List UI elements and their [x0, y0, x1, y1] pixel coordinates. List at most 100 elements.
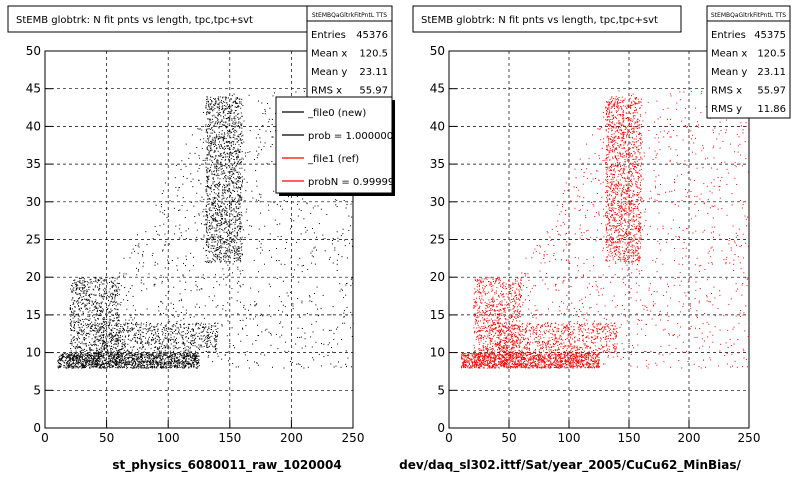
scatter-point [244, 237, 246, 239]
scatter-point [177, 357, 179, 359]
scatter-point [97, 352, 99, 354]
scatter-point [116, 325, 118, 327]
scatter-point [223, 256, 225, 258]
scatter-point [280, 321, 282, 323]
scatter-point [217, 167, 219, 169]
scatter-point [88, 289, 90, 291]
scatter-point [115, 332, 117, 334]
scatter-point [329, 256, 331, 258]
scatter-point [217, 173, 219, 175]
scatter-point [128, 354, 130, 356]
scatter-point [161, 322, 162, 324]
scatter-point [214, 150, 216, 152]
scatter-point [225, 186, 227, 188]
scatter-point [188, 358, 190, 359]
scatter-point [145, 337, 146, 339]
scatter-point [115, 347, 116, 349]
scatter-point [237, 106, 239, 108]
scatter-point [314, 205, 316, 207]
scatter-point [227, 123, 229, 125]
scatter-point [171, 357, 173, 359]
scatter-point [213, 254, 215, 256]
scatter-point [150, 343, 152, 345]
scatter-point [114, 302, 116, 304]
scatter-point [108, 326, 110, 328]
scatter-point [100, 350, 102, 352]
scatter-point [246, 181, 248, 183]
scatter-point [238, 229, 239, 231]
scatter-point [97, 359, 99, 361]
scatter-point [161, 358, 163, 360]
scatter-point [141, 359, 143, 361]
scatter-point [96, 359, 98, 361]
scatter-point [210, 149, 211, 151]
scatter-point [143, 360, 145, 362]
scatter-point [209, 351, 211, 353]
scatter-point [178, 352, 180, 353]
scatter-point [102, 297, 104, 299]
scatter-point [60, 359, 62, 361]
scatter-point [131, 323, 133, 324]
scatter-point [225, 213, 227, 215]
scatter-point [256, 362, 258, 364]
scatter-point [167, 259, 169, 261]
scatter-point [156, 341, 158, 343]
scatter-point [209, 146, 211, 148]
scatter-point [108, 296, 110, 298]
scatter-point [103, 325, 105, 327]
scatter-point [188, 355, 190, 357]
scatter-point [137, 337, 139, 339]
scatter-point [191, 357, 193, 359]
scatter-point [282, 326, 284, 328]
scatter-point [136, 325, 137, 327]
scatter-point [231, 192, 232, 194]
scatter-point [296, 241, 298, 243]
scatter-point [234, 227, 236, 229]
scatter-point [221, 99, 222, 101]
scatter-point [214, 295, 216, 297]
scatter-point [276, 278, 278, 279]
scatter-point [164, 364, 166, 366]
scatter-point [69, 353, 71, 355]
scatter-point [183, 350, 185, 352]
scatter-point [221, 168, 223, 170]
scatter-point [238, 118, 240, 120]
scatter-point [212, 156, 214, 158]
scatter-point [220, 168, 222, 170]
scatter-point [146, 352, 148, 354]
scatter-point [209, 207, 211, 209]
scatter-point [240, 223, 242, 225]
scatter-point [102, 365, 104, 367]
scatter-point [211, 171, 213, 173]
scatter-point [98, 304, 100, 306]
scatter-point [217, 187, 219, 189]
scatter-point [123, 353, 124, 355]
scatter-point [85, 365, 87, 367]
scatter-point [71, 325, 72, 327]
scatter-point [227, 189, 229, 191]
scatter-point [120, 304, 122, 306]
scatter-point [120, 355, 122, 357]
scatter-point [72, 312, 74, 314]
scatter-point [96, 313, 98, 315]
scatter-point [292, 201, 294, 203]
scatter-point [104, 342, 106, 344]
scatter-point [235, 247, 237, 249]
scatter-point [188, 366, 190, 368]
scatter-point [167, 347, 168, 349]
scatter-point [213, 109, 215, 111]
scatter-point [228, 234, 230, 236]
scatter-point [221, 136, 223, 138]
scatter-point [102, 318, 104, 320]
scatter-point [75, 286, 77, 288]
scatter-point [217, 195, 219, 197]
scatter-point [105, 330, 107, 332]
scatter-point [168, 362, 170, 364]
scatter-point [205, 158, 207, 160]
scatter-point [169, 356, 170, 358]
scatter-point [223, 278, 225, 280]
scatter-point [57, 366, 59, 368]
scatter-point [175, 342, 177, 343]
scatter-point [106, 281, 108, 283]
scatter-point [228, 156, 230, 158]
